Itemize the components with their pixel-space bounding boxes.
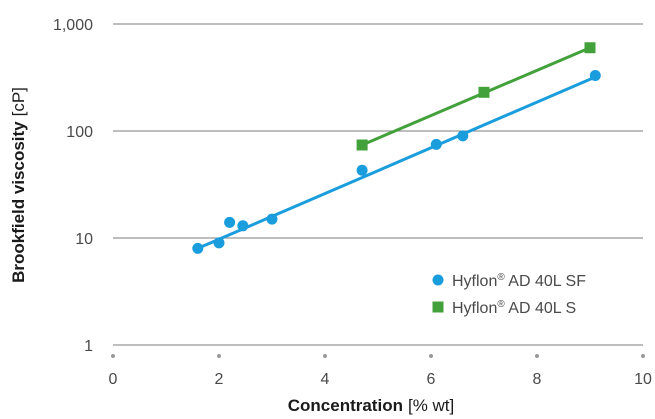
- x-tick-label: 2: [215, 371, 224, 388]
- data-point-circle: [192, 242, 204, 254]
- x-axis-tick-labels: 0 2 4 6 8 10: [109, 371, 652, 388]
- y-tick-label: 1: [84, 338, 93, 355]
- x-tick-label: 0: [109, 371, 118, 388]
- x-axis-tick-dots: [111, 354, 645, 358]
- fit-lines: [194, 46, 596, 251]
- legend-label-sf: Hyflon® AD 40L SF: [452, 272, 586, 290]
- legend-label-s: Hyflon® AD 40L S: [452, 299, 576, 317]
- y-axis-title-main: Brookfield viscosity: [9, 121, 28, 283]
- y-tick-label: 1,000: [53, 17, 93, 34]
- legend-marker-circle: [432, 274, 444, 286]
- x-tick-dot: [323, 354, 327, 358]
- y-axis-tick-labels: 1 10 100 1,000: [53, 17, 93, 355]
- grid-lines: [113, 23, 643, 346]
- x-axis-title: Concentration [% wt]: [288, 396, 455, 415]
- x-tick-label: 6: [427, 371, 436, 388]
- fit-line-series-1: [361, 46, 591, 147]
- data-point-circle: [224, 216, 236, 228]
- y-tick-label: 100: [66, 124, 93, 141]
- x-tick-dot: [641, 354, 645, 358]
- data-point-circle: [213, 237, 225, 249]
- data-point-circle: [589, 70, 601, 82]
- legend: Hyflon® AD 40L SF Hyflon® AD 40L S: [432, 272, 586, 317]
- fit-line-series-0: [194, 75, 596, 251]
- x-axis-title-main: Concentration: [288, 396, 403, 415]
- y-axis-title: Brookfield viscosity [cP]: [9, 87, 28, 283]
- x-tick-dot: [535, 354, 539, 358]
- legend-item-sf: Hyflon® AD 40L SF: [432, 272, 586, 290]
- data-points: [192, 42, 601, 254]
- data-point-circle: [237, 220, 249, 232]
- data-point-square: [584, 42, 596, 54]
- y-axis-title-unit: [cP]: [9, 87, 28, 116]
- x-tick-label: 10: [634, 371, 652, 388]
- data-point-circle: [356, 164, 368, 176]
- legend-item-s: Hyflon® AD 40L S: [432, 299, 576, 317]
- x-tick-dot: [429, 354, 433, 358]
- x-tick-label: 8: [533, 371, 542, 388]
- data-point-circle: [430, 138, 442, 150]
- data-point-square: [478, 86, 490, 98]
- data-point-circle: [266, 213, 278, 225]
- data-point-square: [356, 139, 368, 151]
- x-tick-label: 4: [321, 371, 330, 388]
- x-axis-title-unit: [% wt]: [408, 396, 454, 415]
- data-point-circle: [457, 130, 469, 142]
- legend-marker-square: [432, 301, 444, 313]
- x-tick-dot: [217, 354, 221, 358]
- y-tick-label: 10: [75, 231, 93, 248]
- x-tick-dot: [111, 354, 115, 358]
